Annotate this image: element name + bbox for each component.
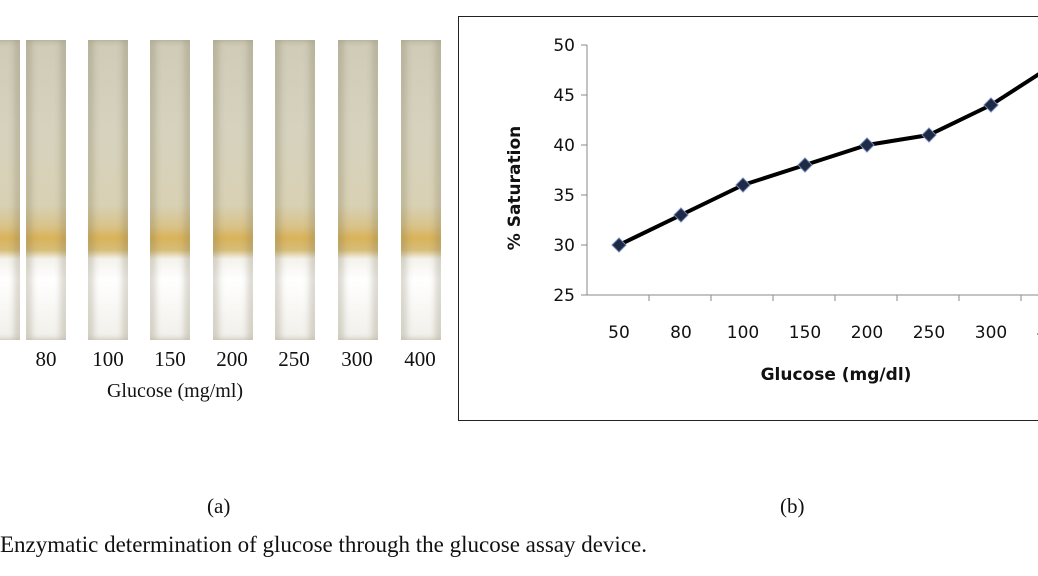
- series-line: [618, 72, 1038, 247]
- panel-a-label: (a): [207, 494, 231, 518]
- y-tick-label: 45: [553, 86, 575, 106]
- x-tick-label: 400: [1037, 323, 1038, 343]
- y-tick-label: 30: [553, 236, 575, 256]
- test-strip: [26, 40, 66, 340]
- strip-label: 80: [35, 347, 57, 371]
- test-strip: [150, 40, 190, 340]
- chart-frame: 25 30 35 40 45 50 50 80 100 150 200 250 300 400 Glucos…: [458, 16, 1038, 421]
- test-strip: [0, 40, 20, 340]
- data-point: [735, 177, 751, 193]
- y-tick-label: 35: [553, 186, 575, 206]
- data-point: [983, 97, 999, 113]
- x-tick-label: 200: [851, 323, 883, 343]
- figure-caption: Enzymatic determination of glucose throu…: [0, 532, 647, 557]
- strip-label: 400: [404, 347, 436, 371]
- x-tick-label: 150: [789, 323, 821, 343]
- x-tick-label: 250: [913, 323, 945, 343]
- test-strip: [338, 40, 378, 340]
- saturation-chart: 25 30 35 40 45 50 50 80 100 150 200 250 300 400 Glucos…: [505, 36, 1038, 385]
- strip-label: 300: [341, 347, 373, 371]
- strip-label: 250: [278, 347, 310, 371]
- x-tick-label: 300: [975, 323, 1007, 343]
- data-point: [673, 207, 689, 223]
- test-strip: [213, 40, 253, 340]
- test-strips-photo: 80 100 150 200 250 300 400 Glucose (mg/m…: [0, 0, 450, 420]
- x-tick-label: 100: [727, 323, 759, 343]
- data-point: [797, 157, 813, 173]
- strip-label: 150: [154, 347, 186, 371]
- x-axis-title: Glucose (mg/dl): [761, 365, 912, 385]
- test-strip: [88, 40, 128, 340]
- data-point: [859, 137, 875, 153]
- y-axis-title: % Saturation: [505, 126, 525, 251]
- strips-axis-title: Glucose (mg/ml): [106, 380, 244, 402]
- data-point: [921, 127, 937, 143]
- strip-label: 100: [92, 347, 124, 371]
- y-tick-label: 50: [553, 36, 575, 56]
- test-strip: [275, 40, 315, 340]
- data-point: [611, 237, 627, 253]
- x-tick-label: 50: [608, 323, 630, 343]
- x-tick-label: 80: [670, 323, 692, 343]
- y-tick-label: 25: [553, 286, 575, 306]
- test-strip: [401, 40, 441, 340]
- strip-label: 200: [216, 347, 248, 371]
- y-tick-label: 40: [553, 136, 575, 156]
- panel-b-label: (b): [780, 494, 805, 518]
